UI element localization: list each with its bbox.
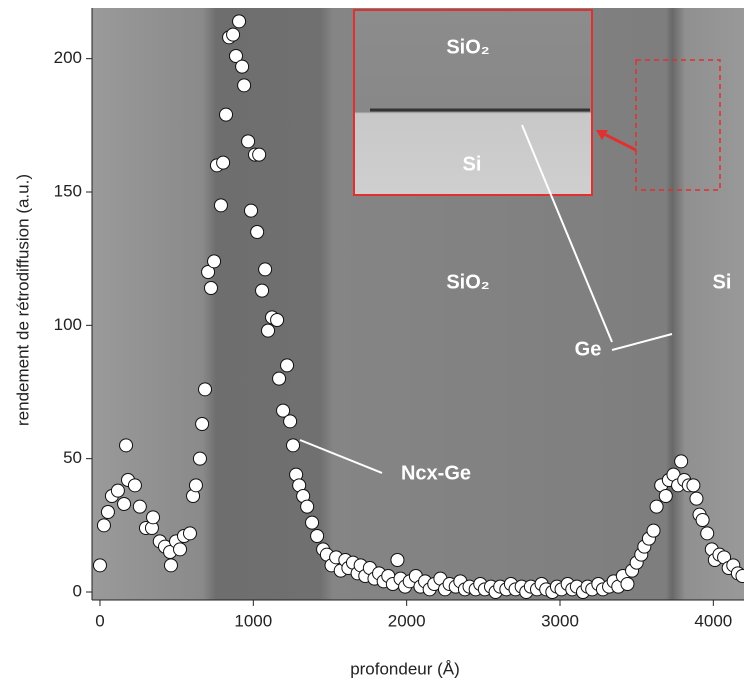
data-point [228,49,243,63]
data-point [244,203,259,218]
data-point [100,505,115,519]
y-tick-label: 200 [54,48,82,67]
y-tick-label: 100 [54,315,82,334]
data-point [96,518,111,533]
data-point [127,478,142,493]
data-point [649,499,664,514]
data-point [237,78,252,93]
data-point [258,262,273,277]
data-point [201,265,216,279]
data-point [173,542,188,557]
data-point [192,451,207,466]
data-point [117,497,132,511]
data-point [232,14,247,29]
data-point [646,523,661,538]
data-point [252,147,267,162]
x-tick-label: 0 [95,611,104,630]
annotation: SiO₂ [446,271,489,293]
data-point [216,155,231,170]
annotation: Si [463,153,482,175]
data-point [226,27,241,42]
data-point [300,499,315,514]
data-point [255,283,270,298]
data-point [92,558,107,573]
data-point [658,489,673,503]
data-point [250,225,265,239]
data-point [213,198,228,213]
data-point [163,558,178,573]
data-point [280,358,295,373]
annotation: Ncx-Ge [401,462,471,484]
data-point [689,491,704,506]
data-point [241,134,256,149]
data-point [620,577,635,591]
zoom-box [635,59,721,191]
ge-arrow [521,124,613,343]
x-tick-label: 1000 [234,611,272,630]
data-point [261,323,276,338]
data-point [310,529,325,543]
inset [353,9,593,196]
red-arrowhead [596,130,608,140]
data-point [146,510,161,525]
data-point [182,526,197,541]
y-tick-label: 0 [73,581,82,600]
data-point [286,438,301,453]
data-point [283,414,298,429]
data-point [674,454,689,469]
y-tick-label: 50 [63,448,82,467]
x-tick-label: 4000 [694,611,732,630]
data-point [270,313,285,327]
ncx-arrow [299,439,383,474]
data-point [686,478,701,493]
data-point [207,254,222,269]
data-point [132,499,147,514]
data-point [272,371,287,386]
ge-arrow [611,333,673,351]
x-tick-label: 3000 [541,611,579,630]
data-point [735,569,744,583]
annotation: Ge [575,338,602,360]
data-point [203,281,218,295]
data-point [198,382,213,397]
data-point [276,403,291,418]
red-arrow [599,130,637,152]
data-point [390,553,405,567]
data-point [305,515,320,530]
x-tick-label: 2000 [388,611,426,630]
data-point [110,483,125,498]
data-point [235,59,250,74]
data-point [119,438,134,453]
data-point [700,526,715,541]
annotation: SiO₂ [446,36,489,58]
annotation: Si [713,271,732,293]
x-axis-label: profondeur (Å) [350,659,460,678]
data-point [188,478,203,493]
data-point [695,513,710,527]
y-tick-label: 150 [54,181,82,200]
data-point [219,107,234,122]
y-axis-label: rendement de rétrodiffusion (a.u.) [13,174,32,426]
data-point [195,417,210,431]
